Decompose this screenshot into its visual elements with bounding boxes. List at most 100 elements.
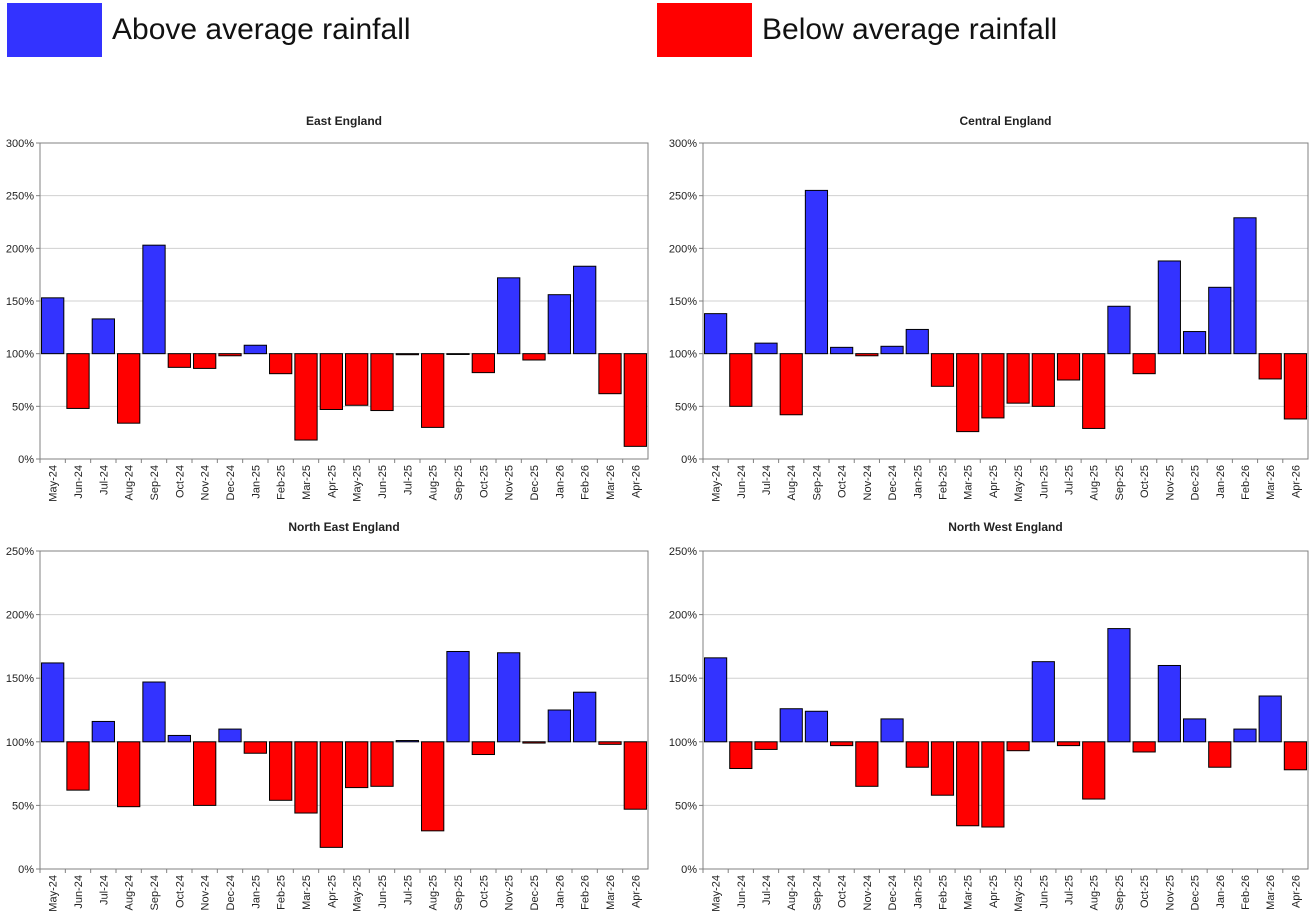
x-tick-label: Jun-25 bbox=[377, 875, 389, 909]
bar-oct-25 bbox=[471, 353, 495, 374]
bar-jul-25 bbox=[1056, 741, 1081, 747]
bar-mar-25 bbox=[294, 741, 318, 814]
x-tick-label: Dec-24 bbox=[225, 875, 237, 910]
bar-aug-24 bbox=[117, 353, 141, 424]
legend-label-below: Below average rainfall bbox=[762, 13, 1058, 46]
x-tick-label: May-24 bbox=[48, 465, 60, 502]
x-tick-label: Nov-25 bbox=[1164, 875, 1176, 910]
x-tick-label: Feb-26 bbox=[580, 875, 592, 910]
bar-aug-25 bbox=[421, 353, 445, 428]
x-tick-label: Jun-24 bbox=[73, 875, 85, 909]
y-tick-label: 0% bbox=[681, 864, 697, 876]
bar-dec-25 bbox=[1182, 718, 1207, 743]
bar-sep-25 bbox=[446, 650, 470, 743]
legend-item-above: Above average rainfall bbox=[7, 3, 411, 57]
x-tick-label: Jan-26 bbox=[1215, 875, 1227, 909]
x-tick-label: Dec-24 bbox=[225, 465, 237, 500]
x-tick-label: Aug-24 bbox=[124, 465, 136, 500]
legend-label-above: Above average rainfall bbox=[112, 13, 411, 46]
bar-sep-25 bbox=[1107, 305, 1131, 355]
bar-feb-25 bbox=[269, 741, 293, 801]
bar-jun-25 bbox=[1031, 661, 1055, 743]
bar-dec-25 bbox=[522, 353, 546, 361]
y-tick-label: 150% bbox=[6, 673, 34, 685]
bar-may-24 bbox=[41, 662, 65, 743]
chart-north-east-england: North East England 0% 50% 100% 150% 200% 250% M… bbox=[6, 520, 649, 912]
x-tick-label: Nov-24 bbox=[862, 875, 874, 910]
bar-nov-24 bbox=[855, 353, 879, 357]
chart-title-north-east-england: North East England bbox=[288, 520, 399, 534]
x-tick-label: Oct-24 bbox=[837, 465, 849, 498]
bar-mar-26 bbox=[1258, 695, 1282, 743]
bar-jul-24 bbox=[754, 741, 778, 750]
bar-jul-24 bbox=[754, 342, 778, 355]
x-tick-label: Mar-26 bbox=[1265, 465, 1277, 500]
y-tick-label: 50% bbox=[12, 800, 34, 812]
bar-mar-26 bbox=[598, 353, 622, 395]
bar-sep-24 bbox=[804, 189, 829, 355]
bar-apr-26 bbox=[623, 353, 647, 447]
chart-panel-east-england: East England 0% 50% 100% 150% 200% 250% 300% May… bbox=[0, 105, 655, 505]
bar-dec-25 bbox=[522, 741, 546, 744]
x-tick-label: Nov-25 bbox=[1164, 465, 1176, 500]
x-tick-label: Aug-25 bbox=[1089, 465, 1101, 500]
x-tick-label: Mar-25 bbox=[963, 465, 975, 500]
x-tick-label: Mar-26 bbox=[605, 875, 617, 910]
bar-mar-26 bbox=[598, 741, 622, 745]
x-tick-label: Jan-25 bbox=[912, 465, 924, 499]
x-tick-label: Oct-25 bbox=[1139, 465, 1151, 498]
bar-jun-25 bbox=[370, 353, 394, 412]
bar-may-24 bbox=[704, 657, 728, 743]
bar-oct-24 bbox=[167, 734, 191, 743]
x-tick-label: May-24 bbox=[711, 875, 723, 912]
y-tick-label: 300% bbox=[669, 138, 697, 150]
bar-feb-26 bbox=[573, 691, 597, 743]
bar-aug-24 bbox=[779, 708, 803, 743]
x-tick-label: Jul-25 bbox=[402, 465, 414, 495]
x-tick-label: Mar-26 bbox=[1265, 875, 1277, 910]
x-tick-label: Oct-25 bbox=[1139, 875, 1151, 908]
y-tick-label: 150% bbox=[669, 296, 697, 308]
y-tick-label: 200% bbox=[669, 610, 697, 622]
chart-panel-north-east-england: North East England 0% 50% 100% 150% 200% 250% M… bbox=[0, 513, 655, 915]
bar-jan-25 bbox=[243, 344, 267, 355]
x-tick-label: Nov-25 bbox=[504, 465, 516, 500]
x-tick-label: Jul-25 bbox=[402, 875, 414, 905]
bar-jun-24 bbox=[729, 741, 753, 770]
bar-sep-25 bbox=[1107, 628, 1131, 743]
x-tick-label: Jul-24 bbox=[98, 875, 110, 905]
bar-jun-24 bbox=[66, 741, 90, 791]
bar-jun-25 bbox=[1031, 353, 1055, 407]
bar-nov-25 bbox=[497, 652, 521, 743]
bar-feb-26 bbox=[1233, 728, 1257, 743]
legend: Above average rainfall Below average rai… bbox=[0, 0, 1315, 70]
bar-jul-25 bbox=[395, 353, 419, 356]
x-tick-label: May-25 bbox=[352, 465, 364, 502]
bar-aug-25 bbox=[421, 741, 445, 832]
y-tick-label: 50% bbox=[675, 800, 697, 812]
bar-oct-25 bbox=[1132, 741, 1156, 753]
y-tick-label: 150% bbox=[669, 673, 697, 685]
bar-sep-24 bbox=[142, 681, 166, 743]
x-tick-label: Feb-26 bbox=[580, 465, 592, 500]
x-tick-label: Dec-25 bbox=[529, 465, 541, 500]
bar-jan-26 bbox=[1208, 286, 1232, 355]
x-tick-label: Sep-24 bbox=[811, 875, 823, 910]
y-tick-label: 0% bbox=[18, 454, 34, 466]
bar-jan-25 bbox=[905, 328, 929, 355]
x-tick-label: May-25 bbox=[352, 875, 364, 912]
x-tick-label: Aug-24 bbox=[124, 875, 136, 910]
x-tick-label: Sep-24 bbox=[149, 465, 161, 500]
bar-aug-25 bbox=[1082, 353, 1106, 429]
bar-oct-25 bbox=[1132, 353, 1156, 375]
y-tick-label: 200% bbox=[6, 243, 34, 255]
x-tick-label: May-25 bbox=[1013, 875, 1025, 912]
x-tick-label: Aug-25 bbox=[428, 465, 440, 500]
x-tick-label: Apr-26 bbox=[1290, 465, 1302, 498]
x-tick-label: Nov-24 bbox=[200, 875, 212, 910]
x-tick-label: Apr-26 bbox=[1290, 875, 1302, 908]
bar-jan-26 bbox=[547, 294, 571, 355]
x-tick-label: May-25 bbox=[1013, 465, 1025, 502]
bar-jul-24 bbox=[91, 318, 115, 355]
y-tick-label: 100% bbox=[669, 349, 697, 361]
